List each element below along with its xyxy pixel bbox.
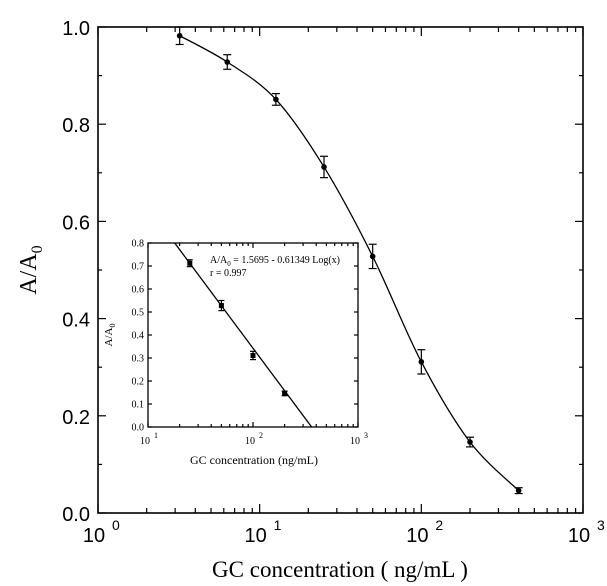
inset-data-points <box>186 259 288 397</box>
inset-x-tick-exponent: 3 <box>364 431 368 440</box>
main-data-point <box>467 439 473 445</box>
inset-data-point <box>282 390 288 396</box>
inset-y-tick-label: 0.4 <box>132 331 145 342</box>
main-data-point <box>273 96 279 103</box>
main-data-point <box>321 164 327 170</box>
main-x-tick-label: 10 <box>83 525 105 547</box>
main-data-point <box>224 59 231 65</box>
inset-y-tick-label: 0.3 <box>132 354 145 365</box>
inset-x-tick-exponent: 2 <box>259 431 263 440</box>
inset-data-point <box>218 303 224 309</box>
inset-y-tick-label: 0.5 <box>132 308 145 319</box>
inset-fit-line <box>174 242 313 428</box>
main-y-tick-label: 0.6 <box>62 212 90 234</box>
inset-background <box>148 243 358 427</box>
main-y-tick-label: 1.0 <box>62 18 90 40</box>
main-data-point <box>515 487 522 494</box>
main-y-tick-label: 0.2 <box>62 407 90 429</box>
main-fit-curve <box>179 35 520 492</box>
inset-y-tick-label: 0.0 <box>132 423 145 434</box>
inset-x-tick-label: 10 <box>245 436 255 447</box>
inset-y-tick-label: 0.8 <box>132 239 145 250</box>
inset-equation: A/A0 = 1.5695 - 0.61349 Log(x) <box>210 255 340 268</box>
inset-y-tick-label: 0.2 <box>132 377 145 388</box>
main-y-tick-label: 0.4 <box>62 310 90 332</box>
inset-y-tick-label: 0.6 <box>132 285 145 296</box>
inset-xlabel: GC concentration (ng/mL) <box>190 453 318 467</box>
main-x-tick-exponent: 1 <box>274 517 282 533</box>
inset-data-point <box>250 352 256 358</box>
main-x-tick-exponent: 3 <box>597 517 605 533</box>
main-data-point <box>176 32 183 39</box>
main-ticks <box>97 26 584 514</box>
inset-ticks <box>147 242 359 428</box>
main-data-points <box>175 26 523 495</box>
inset-y-tick-label: 0.1 <box>132 400 145 411</box>
main-ylabel: A/A0 <box>16 245 46 294</box>
inset-x-tick-exponent: 1 <box>154 431 158 440</box>
inset-data-point <box>187 260 193 266</box>
main-y-tick-label: 0.8 <box>62 115 90 137</box>
main-y-tick-label: 0.0 <box>62 504 90 526</box>
inset-ylabel: A/A0 <box>103 324 117 347</box>
main-data-point <box>418 359 425 365</box>
inset-tick-labels: 0.0 0.1 0.2 0.3 0.4 0.5 0.6 0.7 0.8 10 1 10 2 10 3 <box>132 239 369 448</box>
main-x-tick-label: 10 <box>245 525 267 547</box>
main-x-tick-exponent: 2 <box>435 517 443 533</box>
main-x-tick-label: 10 <box>568 525 590 547</box>
main-xlabel: GC concentration ( ng/mL ) <box>212 557 468 582</box>
main-data-point <box>369 253 376 260</box>
inset-r-value: r = 0.997 <box>210 268 246 279</box>
main-x-tick-label: 10 <box>406 525 428 547</box>
inset-x-tick-label: 10 <box>350 436 360 447</box>
main-tick-labels: 0.0 0.2 0.4 0.6 0.8 1.0 10 0 10 1 10 2 10 3 <box>62 18 605 547</box>
main-x-tick-exponent: 0 <box>112 517 120 533</box>
inset-y-tick-label: 0.7 <box>132 262 145 273</box>
inset-x-tick-label: 10 <box>140 436 150 447</box>
